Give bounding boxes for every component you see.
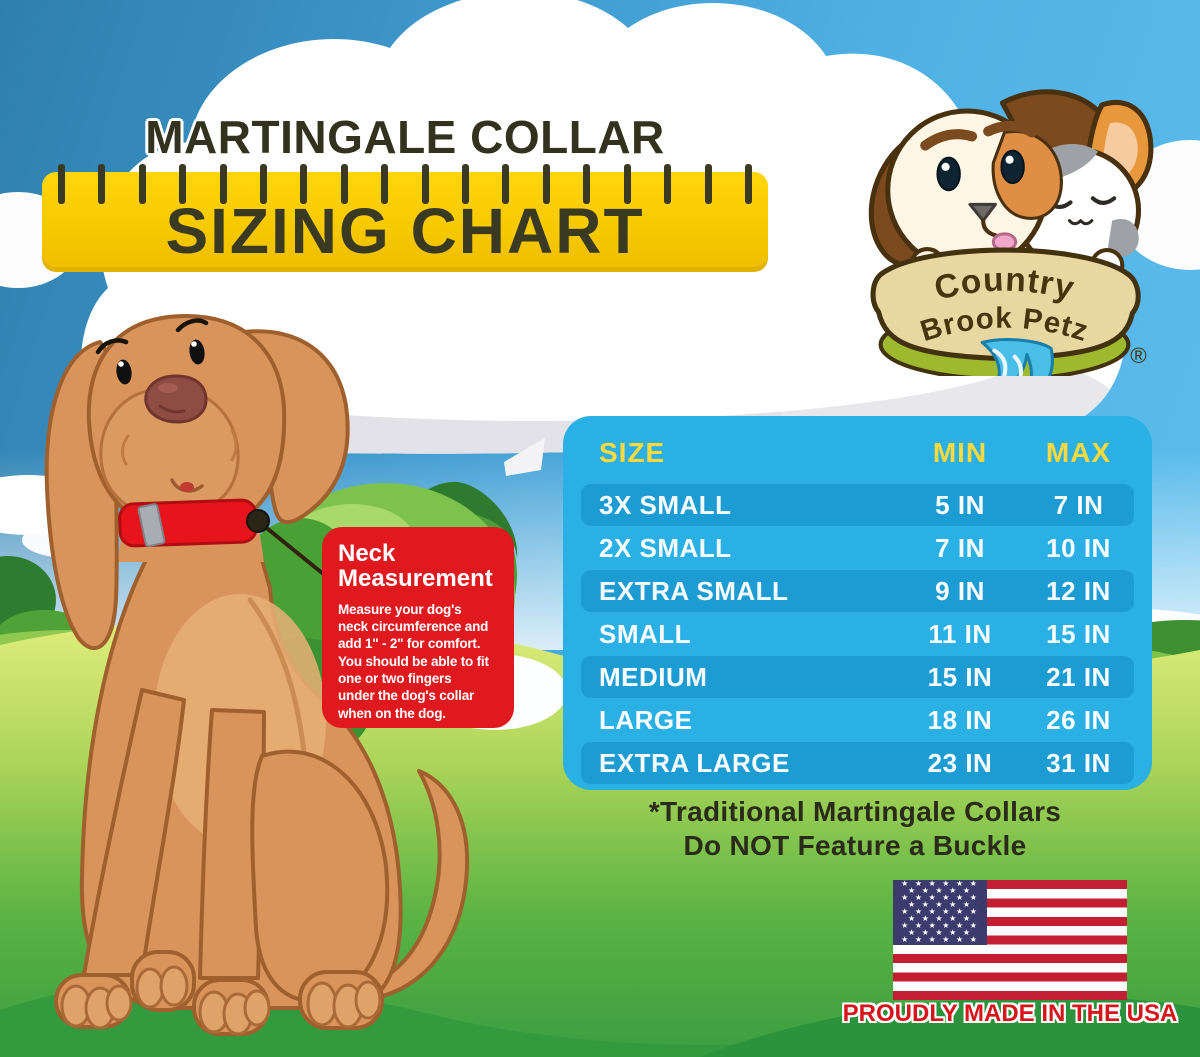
max-value: 21 IN xyxy=(1046,661,1111,692)
ruler-tick xyxy=(260,164,268,204)
logo-registered-mark: ® xyxy=(1130,343,1147,368)
size-row-medium: MEDIUM 15 IN 21 IN xyxy=(581,656,1134,698)
ruler-tick xyxy=(583,164,591,204)
neck-measurement-callout: Neck Measurement Measure your dog's neck… xyxy=(322,527,514,728)
ruler-ticks xyxy=(58,164,752,204)
column-header-max: MAX xyxy=(1045,437,1112,468)
size-row-extra-small: EXTRA SMALL 9 IN 12 IN xyxy=(581,570,1134,612)
ruler-tick xyxy=(704,164,712,204)
dog-tongue xyxy=(180,482,194,492)
ruler-tick xyxy=(98,164,106,204)
collar-tag xyxy=(137,503,166,548)
dog-nose xyxy=(144,374,208,424)
min-value: 15 IN xyxy=(927,661,993,692)
us-flag-icon: ★ ★ ★ ★ ★ ★ ★ ★ ★ ★ ★ ★ ★ ★ ★ ★ ★ ★ ★ ★ ★ ★… xyxy=(893,880,1127,1000)
ruler-tick xyxy=(623,164,631,204)
ruler-tick xyxy=(462,164,470,204)
ruler-tick xyxy=(340,164,348,204)
flag-stars-row: ★ ★ ★ ★ ★ xyxy=(907,886,973,896)
ruler-tick xyxy=(744,164,752,204)
ruler-banner: SIZING CHART xyxy=(42,164,768,272)
logo-cat-cheek-patch xyxy=(1107,218,1139,257)
dog-toes xyxy=(60,965,382,1036)
dog-cheek-crease-left xyxy=(121,434,130,466)
made-in-usa-label: PROUDLY MADE IN THE USA xyxy=(842,1000,1178,1027)
dog-tail xyxy=(338,769,470,1003)
size-label: EXTRA LARGE xyxy=(599,747,790,778)
max-value: 7 IN xyxy=(1053,489,1104,520)
flag-stars-row: ★ ★ ★ ★ ★ ★ xyxy=(901,893,979,903)
flag-stars-row: ★ ★ ★ ★ ★ xyxy=(907,900,973,910)
ruler-tick xyxy=(138,164,146,204)
size-label: EXTRA SMALL xyxy=(599,575,789,606)
ruler-tick xyxy=(300,164,308,204)
flag-stars-row: ★ ★ ★ ★ ★ ★ xyxy=(901,935,979,945)
ruler-tick xyxy=(219,164,227,204)
sizing-table-header: SIZE MIN MAX xyxy=(581,430,1134,476)
callout-title: Neck Measurement xyxy=(338,540,493,592)
flag-stars-row: ★ ★ ★ ★ ★ xyxy=(907,928,973,938)
size-label: 2X SMALL xyxy=(599,532,732,563)
sizing-chart-title: SIZING CHART xyxy=(165,195,645,267)
min-value: 18 IN xyxy=(927,704,993,735)
callout-marker-dot xyxy=(246,509,270,533)
logo-dog-eyes xyxy=(936,149,1025,192)
size-row-2x-small: 2X SMALL 7 IN 10 IN xyxy=(581,527,1134,569)
dog-illustration xyxy=(44,314,470,1036)
min-value: 11 IN xyxy=(928,618,992,649)
ruler-tick xyxy=(381,164,389,204)
column-header-min: MIN xyxy=(932,437,988,468)
flag-stars-row: ★ ★ ★ ★ ★ ★ xyxy=(901,907,979,917)
dog-nostril xyxy=(158,404,186,414)
size-row-3x-small: 3X SMALL 5 IN 7 IN xyxy=(581,484,1134,526)
dog-collar xyxy=(118,498,258,548)
dog-eyebrows xyxy=(95,318,209,355)
min-value: 23 IN xyxy=(927,747,993,778)
ruler-tick xyxy=(664,164,672,204)
logo-water-foam xyxy=(992,348,1024,376)
max-value: 10 IN xyxy=(1046,532,1111,563)
foreground-hill-right xyxy=(700,995,1200,1057)
min-value: 5 IN xyxy=(935,489,985,520)
cloud-angular xyxy=(504,438,545,476)
max-value: 12 IN xyxy=(1046,575,1111,606)
ruler-tick xyxy=(542,164,550,204)
size-label: SMALL xyxy=(599,618,692,649)
size-row-small: SMALL 11 IN 15 IN xyxy=(581,613,1134,655)
size-row-extra-large: EXTRA LARGE 23 IN 31 IN xyxy=(581,742,1134,784)
ruler-tick xyxy=(179,164,187,204)
logo-dog-nose xyxy=(968,202,997,223)
logo-banner xyxy=(870,247,1141,362)
flag-stars-row: ★ ★ ★ ★ ★ xyxy=(907,914,973,924)
sizing-table-rows: 3X SMALL 5 IN 7 IN 2X SMALL 7 IN 10 IN EXTRA S… xyxy=(563,484,1152,784)
product-title: MARTINGALE COLLAR xyxy=(145,111,665,163)
flag-stars-row: ★ ★ ★ ★ ★ ★ xyxy=(901,921,979,931)
dog-eyes xyxy=(116,339,205,385)
ruler-tick xyxy=(502,164,510,204)
buckle-footnote: *Traditional Martingale Collars Do NOT F… xyxy=(648,796,1062,861)
flag-canton: ★ ★ ★ ★ ★ ★ ★ ★ ★ ★ ★ ★ ★ ★ ★ ★ ★ ★ ★ ★ ★ ★… xyxy=(893,880,987,945)
column-header-size: SIZE xyxy=(599,437,666,468)
dog-body-shade xyxy=(247,597,309,775)
dog-nose-highlight xyxy=(158,383,178,393)
ruler-tick xyxy=(58,164,65,204)
max-value: 31 IN xyxy=(1046,747,1111,778)
size-label: LARGE xyxy=(599,704,693,735)
logo-dog-brows xyxy=(920,120,1037,151)
min-value: 7 IN xyxy=(935,532,985,563)
callout-body: Measure your dog's neck circumference an… xyxy=(338,601,489,721)
size-row-large: LARGE 18 IN 26 IN xyxy=(581,699,1134,741)
logo-dog-mouth xyxy=(981,218,1000,238)
dog-cheek-crease-right xyxy=(230,428,238,462)
brand-logo: Country Brook Petz ® xyxy=(868,89,1154,376)
ruler-tick xyxy=(421,164,429,204)
sizing-table: SIZE MIN MAX 3X SMALL 5 IN 7 IN 2X SMALL 7 I… xyxy=(563,416,1152,790)
size-label: 3X SMALL xyxy=(599,489,732,520)
max-value: 15 IN xyxy=(1046,618,1111,649)
min-value: 9 IN xyxy=(935,575,985,606)
size-label: MEDIUM xyxy=(599,661,708,692)
flag-stars-row: ★ ★ ★ ★ ★ ★ xyxy=(901,880,979,889)
max-value: 26 IN xyxy=(1046,704,1111,735)
